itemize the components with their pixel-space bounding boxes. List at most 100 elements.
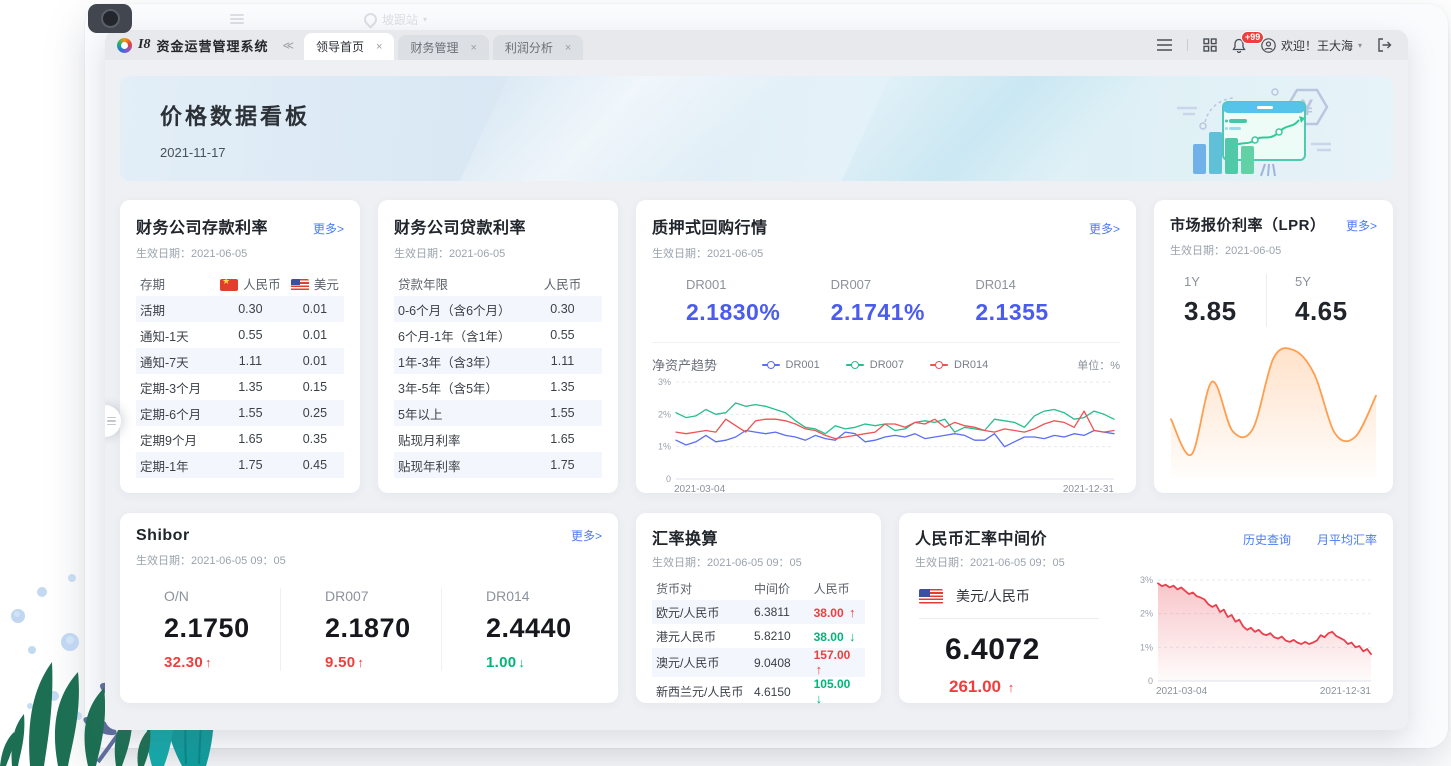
notification-badge: +99 (1240, 30, 1265, 44)
table-row: 贴现月利率 1.65 (398, 432, 575, 448)
card-cny-central-parity: 人民币汇率中间价 历史查询 月平均汇率 生效日期：2021-06-05 09：0… (899, 513, 1393, 703)
table-row: 活期 0.30 0.01 (136, 296, 344, 322)
card-loan-rates: 财务公司贷款利率 生效日期：2021-06-05 贷款年限 人民币 0-6个月（… (378, 200, 618, 493)
apps-grid-icon[interactable] (1203, 38, 1217, 52)
table-row: 5年以上 1.55 (394, 400, 602, 426)
table-row: 6个月-1年（含1年） 0.55 (398, 328, 575, 344)
table-header: 存期 ★ 人民币 美元 (140, 277, 339, 292)
quote-value: 2.1355 (975, 299, 1049, 325)
cny-chart-block: 3% 2% 1% 0 2021-03-04 2021-12-31 (1134, 575, 1377, 697)
collapse-tabs-icon[interactable]: ≪ (282, 39, 294, 52)
chart-x-labels: 2021-03-04 2021-12-31 (1156, 686, 1371, 697)
tab-label: 领导首页 (315, 40, 364, 54)
effective-date: 生效日期：2021-06-05 (394, 248, 506, 260)
svg-text:0: 0 (666, 474, 671, 482)
chart-unit: 单位：% (1077, 359, 1120, 372)
effective-date: 生效日期：2021-06-05 09：05 (915, 557, 1065, 569)
user-menu[interactable]: 欢迎！王大海 ▾ (1261, 37, 1362, 54)
us-flag-icon (290, 278, 309, 291)
tab-利润分析[interactable]: 利润分析 × (492, 35, 584, 60)
close-icon[interactable]: × (564, 41, 572, 54)
table-row: 贴现年利率 1.75 (394, 452, 602, 478)
cny-delta: 261.00 ↑ (949, 677, 1015, 696)
legend-item-DR007[interactable]: DR007 (845, 359, 904, 371)
legend-item-DR014[interactable]: DR014 (930, 359, 988, 371)
page-content: 价格数据看板 2021-11-17 ¥ (105, 60, 1408, 730)
notifications-button[interactable]: +99 (1232, 30, 1265, 53)
deposit-rates-table: 存期 ★ 人民币 美元 活期 0.30 0.01 通知-1天 0.55 0.01 通知-7… (136, 270, 344, 478)
quote-DR014: DR014 2.1355 (975, 277, 1120, 326)
legend-marker-icon (761, 360, 780, 369)
monthly-average-link[interactable]: 月平均汇率 (1316, 533, 1377, 547)
chart-x-labels: 2021-03-04 2021-12-31 (674, 484, 1114, 495)
effective-date: 生效日期：2021-06-05 (136, 248, 248, 260)
table-row: 定期-3个月 1.35 0.15 (140, 380, 328, 396)
legend-item-DR001[interactable]: DR001 (761, 359, 820, 371)
currency-pair: 美元/人民币 (919, 586, 1134, 606)
card-title: 质押式回购行情 (652, 220, 768, 237)
close-icon[interactable]: × (376, 40, 383, 53)
table-row: 通知-1天 0.55 0.01 (140, 328, 328, 344)
banner: 价格数据看板 2021-11-17 ¥ (120, 76, 1393, 181)
repo-trend-chart: 3% 2% 1% 0 (652, 377, 1120, 484)
app-logo-icon (117, 37, 132, 53)
divider (1186, 39, 1188, 51)
tab-label: 利润分析 (504, 41, 553, 55)
logout-icon[interactable] (1377, 38, 1392, 52)
trend-title: 净资产趋势 (652, 358, 718, 373)
legend-marker-icon (930, 360, 948, 369)
quote-1Y: 1Y 3.85 (1170, 274, 1266, 327)
close-icon[interactable]: × (470, 41, 477, 54)
quote-O/N: O/N 2.1750 32.30 ↑ (136, 588, 280, 671)
quote-value: 2.4440 (486, 613, 572, 643)
history-query-link[interactable]: 历史查询 (1242, 533, 1291, 547)
repo-quote-values: DR001 2.1830% DR007 2.1741% DR014 2.1355 (652, 275, 1120, 343)
banner-illustration: ¥ (1177, 88, 1331, 177)
quote-value: 2.1870 (325, 613, 411, 643)
svg-text:3%: 3% (658, 378, 671, 387)
more-link[interactable]: 更多> (570, 529, 602, 543)
svg-text:0: 0 (1148, 676, 1153, 684)
effective-date: 生效日期：2021-06-05 09：05 (136, 555, 286, 567)
more-link[interactable]: 更多> (1088, 222, 1120, 236)
quote-DR007: DR007 2.1741% (831, 277, 976, 326)
chart-legend: DR001 DR007 DR014 (761, 359, 988, 371)
table-row: 新西兰元/人民币 4.6150 105.00 ↓ (656, 677, 851, 706)
card-title: 财务公司存款利率 (136, 220, 269, 237)
page-title: 价格数据看板 (160, 104, 311, 129)
sidebar-toggle-handle[interactable] (105, 405, 121, 437)
more-link[interactable]: 更多> (1345, 219, 1377, 233)
quote-DR007: DR007 2.1870 9.50 ↑ (280, 588, 441, 671)
card-title: 市场报价利率（LPR） (1170, 217, 1326, 234)
effective-date: 生效日期：2021-06-05 (1170, 245, 1282, 257)
quote-label: DR007 (830, 277, 872, 292)
app-title: 资金运营管理系统 (156, 38, 269, 54)
card-title: 人民币汇率中间价 (915, 531, 1048, 548)
effective-date: 生效日期：2021-06-05 09：05 (652, 557, 802, 569)
lpr-quote-values: 1Y 3.85 5Y 4.65 (1170, 274, 1377, 327)
location-pin-icon (361, 9, 380, 29)
trend-header: 净资产趋势 DR001 DR007 DR014 单位：% (652, 355, 1120, 374)
table-header: 货币对 中间价 人民币 (656, 581, 850, 596)
tab-领导首页[interactable]: 领导首页 × (303, 33, 395, 60)
ghost-browser-bar: 坡跟站 ▾ (230, 9, 427, 29)
banner-date: 2021-11-17 (160, 145, 226, 160)
table-row: 澳元/人民币 9.0408 157.00 ↑ (652, 648, 865, 677)
svg-text:3%: 3% (1140, 576, 1153, 585)
svg-text:1%: 1% (1140, 642, 1153, 652)
quote-label: 1Y (1184, 274, 1200, 289)
svg-text:2%: 2% (658, 409, 671, 419)
us-flag-icon (919, 588, 943, 604)
more-link[interactable]: 更多> (312, 222, 344, 236)
table-row: 欧元/人民币 6.3811 38.00 ↑ (652, 600, 865, 624)
table-row: 0-6个月（含6个月） 0.30 (394, 296, 602, 322)
card-repo-quotes: 质押式回购行情 更多> 生效日期：2021-06-05 DR001 2.1830… (636, 200, 1136, 495)
welcome-text: 欢迎！王大海 (1280, 38, 1353, 53)
quote-value: 2.1741% (830, 299, 925, 325)
card-fx-conversion: 汇率换算 生效日期：2021-06-05 09：05 货币对 中间价 人民币 欧元/… (636, 513, 881, 706)
quote-label: DR014 (975, 277, 1016, 292)
tab-label: 财务管理 (410, 41, 459, 55)
tab-财务管理[interactable]: 财务管理 × (398, 35, 489, 60)
quote-DR014: DR014 2.4440 1.00 ↓ (441, 588, 602, 671)
menu-icon[interactable] (1156, 39, 1172, 51)
